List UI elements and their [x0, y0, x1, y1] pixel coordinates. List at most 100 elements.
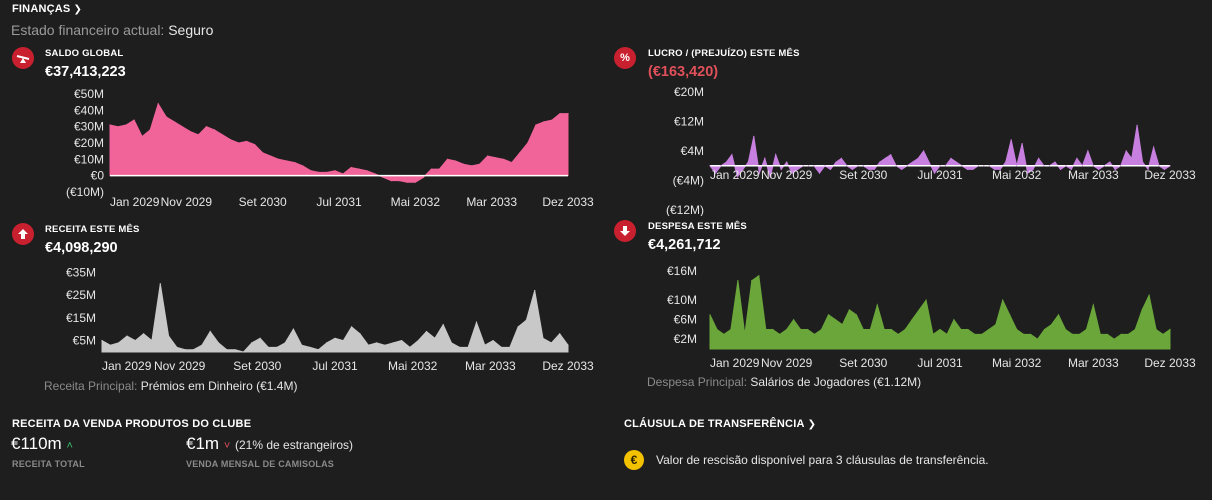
trend-down-icon: ˅ [223, 440, 231, 452]
data-point [118, 342, 120, 344]
expense-footer: Despesa Principal: Salários de Jogadores… [647, 375, 921, 389]
y-tick-label: €0 [91, 169, 105, 183]
expense-chart: €16M €10M €6M €2M Jan 2029 Nov 2029 Set 2030 Ju… [667, 264, 1196, 370]
data-point [438, 168, 440, 170]
y-tick-label: €20M [674, 85, 704, 99]
data-point [157, 103, 159, 105]
y-tick-label: €6M [674, 313, 697, 327]
data-point [808, 165, 810, 167]
data-point [234, 349, 236, 351]
data-point [1147, 168, 1149, 170]
data-point [1038, 157, 1040, 159]
y-tick-label: €4M [681, 144, 704, 158]
data-point [974, 333, 976, 335]
data-point [862, 328, 864, 331]
data-point [855, 314, 857, 316]
data-point [793, 319, 795, 321]
data-point [1109, 161, 1111, 163]
y-tick-label: €35M [66, 265, 96, 279]
data-point [800, 328, 802, 331]
data-point [302, 165, 304, 167]
x-tick-label: Set 2030 [239, 195, 287, 209]
data-point [1106, 333, 1108, 335]
data-point [820, 328, 823, 331]
y-tick-label: €5M [73, 334, 96, 348]
x-tick-label: Dez 2033 [1144, 168, 1196, 182]
data-point [802, 165, 804, 167]
data-point [442, 324, 444, 326]
x-tick-label: Jul 2031 [312, 359, 358, 373]
data-point [897, 333, 899, 335]
data-point [534, 289, 536, 292]
data-point [382, 176, 384, 178]
data-point [765, 328, 767, 331]
data-point [358, 168, 360, 170]
x-tick-label: Dez 2033 [542, 195, 594, 209]
data-point [851, 168, 853, 170]
data-point [939, 328, 941, 331]
coin-symbol: € [630, 453, 638, 467]
data-point [912, 161, 914, 163]
data-point [1120, 165, 1122, 167]
data-point [775, 154, 777, 156]
profit-value: (€163,420) [648, 64, 719, 80]
data-point [367, 344, 369, 346]
data-point [827, 314, 830, 316]
percent-icon: % [614, 47, 636, 69]
data-point [366, 170, 368, 172]
finances-header-link[interactable]: FINANÇAS ❯ [12, 3, 82, 15]
data-point [995, 324, 997, 326]
data-point [134, 340, 136, 342]
data-point [109, 124, 111, 126]
data-point [492, 340, 494, 342]
x-tick-label: Nov 2029 [761, 168, 813, 182]
data-point [829, 168, 832, 170]
data-point [1136, 124, 1138, 126]
data-point [133, 119, 135, 121]
x-tick-label: Mar 2033 [1068, 356, 1119, 370]
data-point [772, 328, 774, 331]
expense-label: DESPESA ESTE MÊS [648, 221, 747, 232]
data-point [780, 168, 782, 170]
data-point [359, 333, 361, 335]
x-tick-label: Mai 2032 [992, 356, 1042, 370]
y-tick-label: €25M [66, 288, 96, 302]
x-tick-label: Set 2030 [839, 168, 887, 182]
data-point [966, 168, 968, 170]
data-point [1005, 161, 1007, 163]
data-point [1163, 168, 1166, 170]
data-point [813, 165, 815, 167]
data-point [192, 349, 195, 351]
merch-total-label: RECEITA TOTAL [12, 459, 85, 469]
data-point [977, 165, 979, 167]
data-point [890, 154, 892, 156]
data-point [848, 309, 850, 311]
data-point [475, 321, 478, 323]
x-tick-label: Nov 2029 [761, 356, 813, 370]
data-point [278, 158, 280, 160]
data-point [1142, 161, 1144, 163]
data-point [925, 299, 927, 301]
trend-up-icon: ˄ [66, 440, 73, 452]
data-point [862, 165, 864, 167]
data-point [988, 328, 990, 331]
data-point [946, 333, 948, 335]
y-tick-label: €40M [74, 103, 104, 117]
data-point [1043, 165, 1045, 167]
x-tick-label: Mai 2032 [388, 359, 438, 373]
transfer-clause-link[interactable]: CLÁUSULA DE TRANSFERÊNCIA ❯ [624, 418, 816, 430]
data-point [392, 342, 394, 344]
data-point [351, 326, 353, 328]
y-tick-label: €30M [74, 120, 104, 134]
data-point [159, 283, 161, 285]
data-point [390, 180, 392, 182]
data-point [720, 165, 722, 167]
data-point [769, 176, 771, 178]
data-point [1158, 165, 1160, 167]
x-tick-label: Mar 2033 [466, 195, 517, 209]
data-point [495, 157, 497, 159]
transfer-text: Valor de rescisão disponível para 3 cláu… [656, 453, 989, 467]
status-value: Seguro [168, 22, 214, 38]
data-point [1050, 324, 1053, 326]
profit-label: LUCRO / (PREJUÍZO) ESTE MÊS [648, 48, 800, 59]
